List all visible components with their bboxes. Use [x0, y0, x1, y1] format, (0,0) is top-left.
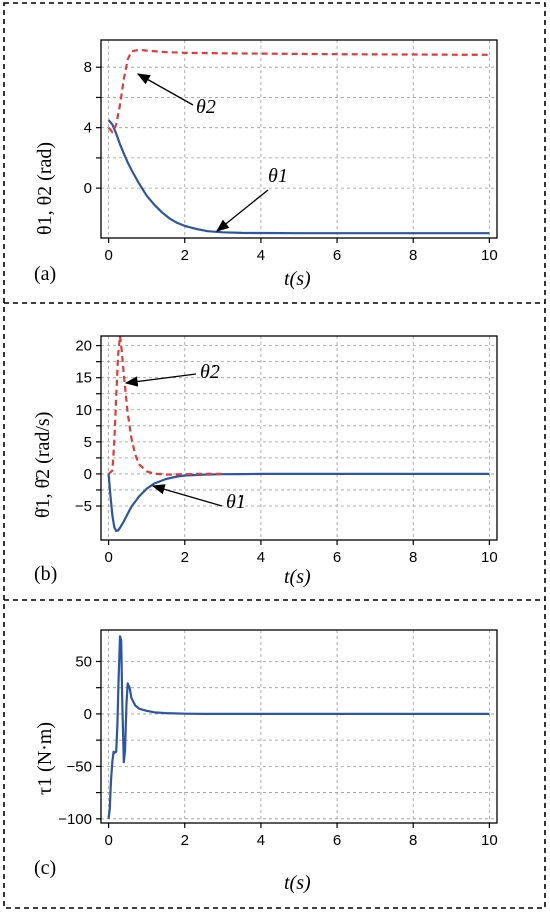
series-line-τ1	[107, 635, 490, 819]
panel-b: 0 2 4 6 8 10 −5 0 5 10 15 20 (b) t(s) θ̇1, θ̇2 (rad…	[0, 303, 550, 600]
y-tick-label: 0	[84, 466, 92, 483]
series-line-θ̇2	[107, 334, 223, 476]
arrow-theta2	[136, 73, 194, 106]
y-tick-label: 4	[84, 120, 92, 137]
x-tick-label: 0	[104, 832, 112, 849]
x-tick-label: 8	[409, 832, 417, 849]
x-tick-label: 2	[181, 549, 189, 566]
x-tick-label: 6	[333, 549, 341, 566]
x-tick-label: 4	[257, 247, 265, 264]
arrow-theta2-dot	[124, 373, 197, 387]
x-tick-label: 10	[481, 832, 498, 849]
x-tick-label: 2	[181, 247, 189, 264]
x-tick-label: 6	[333, 832, 341, 849]
series-line-θ1	[107, 119, 490, 235]
x-tick-label: 10	[481, 247, 498, 264]
x-tick-label: 4	[257, 832, 265, 849]
arrow-theta1-dot	[151, 484, 223, 507]
y-axis-label-c: τ1 (N·m)	[34, 721, 56, 795]
x-tick-label: 4	[257, 549, 265, 566]
annotation-theta2-dot: θ̇2	[200, 361, 220, 383]
y-tick-label: 0	[84, 180, 92, 197]
panel-c: 0 2 4 6 8 10 −100 −50 0 50 (c) t(s) τ1 (N·m)	[0, 600, 550, 912]
x-tick-label: 6	[333, 247, 341, 264]
y-tick-label: 15	[75, 370, 92, 387]
x-axis-label-a: t(s)	[284, 268, 311, 290]
outer-dashed-border	[3, 2, 546, 909]
y-tick-label: 20	[75, 338, 92, 355]
x-tick-label: 8	[409, 549, 417, 566]
y-tick-label: 50	[75, 653, 92, 670]
panel-a: 0 2 4 6 8 10 0 4 8 (a) t(s) θ1, θ2 (rad) θ2 θ1	[0, 0, 550, 303]
panel-label-c: (c)	[34, 857, 57, 879]
y-tick-label: −5	[75, 498, 92, 515]
plot-frame	[100, 39, 498, 239]
arrow-theta1	[215, 189, 269, 232]
y-tick-label: −50	[67, 758, 92, 775]
y-tick-label: 10	[75, 402, 92, 419]
plot-frame	[100, 335, 498, 541]
plot-frame	[100, 629, 498, 824]
annotation-theta2: θ2	[196, 96, 216, 118]
annotation-theta1-dot: θ̇1	[226, 491, 246, 513]
x-tick-label: 8	[409, 247, 417, 264]
annotation-theta1: θ1	[268, 165, 288, 187]
y-tick-label: 5	[84, 434, 92, 451]
x-tick-label: 0	[104, 247, 112, 264]
y-tick-label: 0	[84, 706, 92, 723]
panel-label-b: (b)	[34, 563, 58, 585]
chart-c: 0 2 4 6 8 10 −100 −50 0 50	[58, 629, 498, 849]
panel-label-a: (a)	[34, 263, 57, 285]
y-tick-label: 8	[84, 59, 92, 76]
series-line-θ2	[107, 48, 490, 134]
chart-a: 0 2 4 6 8 10 0 4 8	[84, 39, 498, 264]
chart-b: 0 2 4 6 8 10 −5 0 5 10 15 20	[75, 334, 498, 566]
x-tick-label: 0	[104, 549, 112, 566]
x-tick-label: 2	[181, 832, 189, 849]
y-tick-label: −100	[58, 811, 92, 828]
x-axis-label-b: t(s)	[284, 566, 311, 588]
arrows-b	[124, 373, 223, 507]
series-line-θ̇1	[107, 472, 490, 533]
arrows-a	[136, 73, 269, 232]
x-tick-label: 10	[481, 549, 498, 566]
x-axis-label-c: t(s)	[284, 872, 311, 894]
